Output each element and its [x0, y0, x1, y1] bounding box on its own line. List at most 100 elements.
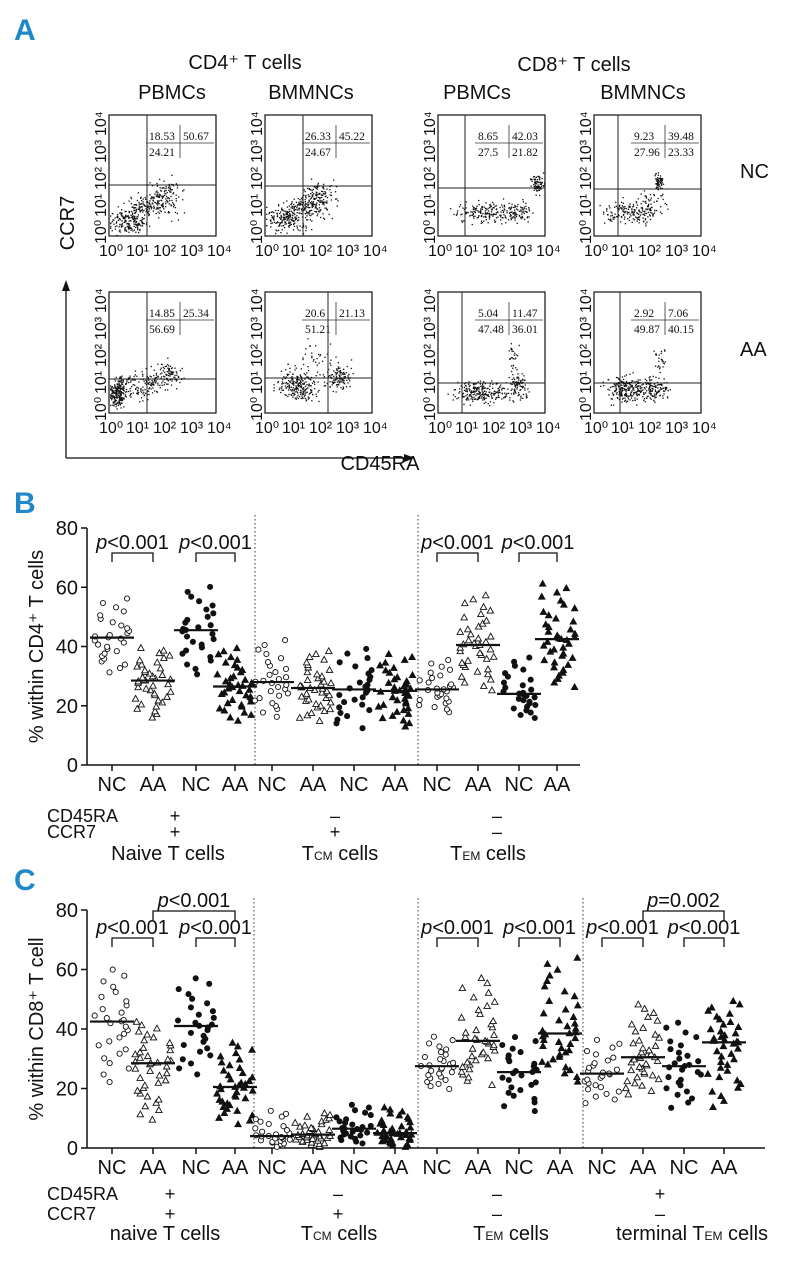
event-dot	[643, 398, 646, 400]
flow-plot-5: 14.85 25.3456.6910⁰10⁰10¹10¹10²10²10³10³1…	[93, 288, 232, 437]
event-dot	[123, 202, 125, 204]
event-dot	[656, 384, 658, 386]
data-point	[215, 1095, 224, 1103]
event-dot	[132, 218, 134, 220]
data-point	[448, 681, 455, 688]
data-point	[426, 1040, 433, 1047]
event-dot	[302, 206, 305, 208]
event-dot	[291, 219, 293, 222]
data-point	[556, 596, 565, 604]
event-dot	[617, 377, 619, 379]
data-point	[400, 655, 409, 663]
event-dot	[518, 344, 520, 347]
event-dot	[487, 222, 489, 224]
data-point	[603, 1090, 610, 1097]
event-dot	[133, 379, 135, 381]
event-dot	[464, 383, 466, 385]
event-dot	[168, 185, 170, 187]
event-dot	[609, 220, 612, 222]
event-dot	[312, 360, 315, 362]
event-dot	[332, 381, 335, 383]
event-dot	[311, 204, 313, 206]
event-dot	[310, 178, 313, 180]
event-dot	[489, 207, 491, 209]
event-dot	[344, 377, 346, 380]
data-point	[592, 1093, 599, 1100]
data-point	[403, 1140, 412, 1148]
event-dot	[310, 390, 312, 392]
event-dot	[611, 220, 613, 222]
event-dot	[319, 354, 322, 356]
event-dot	[344, 376, 346, 378]
event-dot	[657, 390, 660, 392]
event-dot	[304, 204, 306, 206]
event-dot	[290, 386, 293, 388]
event-dot	[308, 383, 310, 385]
event-dot	[110, 397, 112, 399]
x-tick-label: 10⁰	[255, 420, 279, 437]
event-dot	[647, 216, 649, 218]
event-dot	[658, 354, 660, 356]
data-point	[131, 694, 140, 702]
data-point	[368, 667, 375, 674]
data-point	[393, 673, 402, 681]
event-dot	[635, 202, 638, 204]
y-tick-label: 10⁴	[93, 288, 110, 313]
event-dot	[539, 194, 541, 197]
event-dot	[618, 382, 620, 384]
event-dot	[481, 385, 483, 387]
event-dot	[317, 391, 319, 393]
event-dot	[536, 179, 539, 181]
event-dot	[304, 208, 306, 210]
event-dot	[509, 211, 511, 214]
data-point	[132, 1017, 141, 1025]
event-dot	[474, 207, 477, 210]
marker-sign: –	[333, 1184, 343, 1204]
event-dot	[482, 394, 484, 396]
event-dot	[298, 207, 300, 210]
event-dot	[482, 386, 484, 389]
event-dot	[485, 401, 487, 403]
event-dot	[475, 387, 478, 389]
event-dot	[627, 396, 629, 398]
event-dot	[515, 367, 517, 369]
event-dot	[301, 210, 303, 212]
event-dot	[322, 192, 325, 195]
event-dots	[266, 178, 339, 235]
stat-bottom-left: 51.21	[305, 324, 331, 336]
stat-bottom-right: 21.82	[512, 147, 538, 159]
data-point	[484, 988, 493, 996]
data-point	[113, 604, 120, 611]
data-point	[101, 1055, 108, 1062]
event-dot	[486, 394, 488, 396]
x-tick-label: 10³	[180, 243, 204, 260]
event-dot	[123, 387, 125, 389]
event-dot	[519, 380, 522, 382]
event-dot	[137, 387, 140, 389]
event-dot	[535, 183, 537, 185]
event-dot	[618, 392, 621, 394]
data-point	[709, 1102, 717, 1111]
data-point	[232, 1087, 241, 1096]
event-dot	[305, 377, 308, 379]
event-dot	[628, 395, 630, 397]
p-symbol: p	[95, 917, 107, 939]
event-dot	[307, 213, 309, 215]
event-dot	[455, 214, 458, 216]
event-dot	[603, 385, 605, 387]
event-dot	[111, 386, 113, 388]
event-dot	[666, 382, 668, 384]
data-point	[302, 658, 311, 666]
data-point	[204, 1000, 211, 1007]
event-dot	[472, 383, 475, 385]
event-dot	[459, 204, 462, 206]
event-dots	[110, 357, 185, 410]
event-dot	[516, 382, 518, 385]
event-dot	[165, 193, 167, 195]
event-dot	[116, 221, 118, 223]
event-dot	[153, 205, 155, 207]
event-dot	[513, 392, 515, 394]
event-dot	[300, 384, 302, 386]
sub-header-cd8-bmmncs: BMMNCs	[600, 82, 686, 104]
event-dot	[152, 210, 154, 212]
